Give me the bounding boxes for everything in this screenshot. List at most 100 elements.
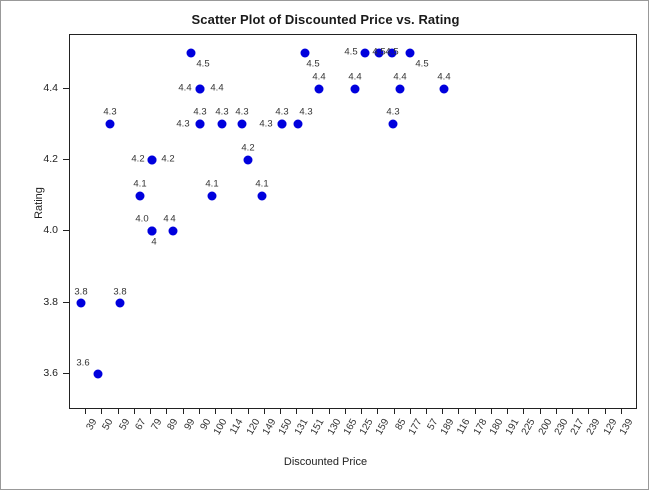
- point-value-label: 3.8: [74, 286, 88, 298]
- x-tick-mark: [182, 409, 184, 414]
- scatter-point[interactable]: [93, 369, 103, 379]
- point-value-label: 4.5: [372, 46, 386, 58]
- point-value-label: 4.2: [131, 153, 145, 165]
- y-tick-mark: [63, 159, 69, 160]
- point-value-label: 4.2: [241, 142, 255, 154]
- point-value-label: 4.3: [215, 106, 229, 118]
- point-value-label: 4.3: [386, 106, 400, 118]
- x-tick-mark: [474, 409, 476, 414]
- scatter-point[interactable]: [277, 119, 287, 129]
- point-value-label: 4.3: [235, 106, 249, 118]
- x-tick-mark: [539, 409, 541, 414]
- scatter-point[interactable]: [76, 298, 86, 308]
- x-tick-mark: [588, 409, 590, 414]
- x-tick-mark: [393, 409, 395, 414]
- x-tick-mark: [133, 409, 135, 414]
- x-tick-mark: [458, 409, 460, 414]
- scatter-point[interactable]: [237, 119, 247, 129]
- scatter-point[interactable]: [217, 119, 227, 129]
- scatter-point[interactable]: [300, 48, 310, 58]
- point-value-label: 4.5: [415, 58, 429, 70]
- point-value-label: 4.3: [299, 106, 313, 118]
- x-tick-mark: [279, 409, 281, 414]
- x-tick-mark: [344, 409, 346, 414]
- scatter-point[interactable]: [243, 155, 253, 165]
- point-value-label: 4.4: [393, 71, 407, 83]
- point-value-label: 4.5: [196, 58, 210, 70]
- scatter-point[interactable]: [195, 119, 205, 129]
- point-value-label: 4.2: [161, 153, 175, 165]
- x-tick-mark: [198, 409, 200, 414]
- scatter-point[interactable]: [115, 298, 125, 308]
- x-tick-mark: [247, 409, 249, 414]
- x-tick-mark: [555, 409, 557, 414]
- point-value-label: 4.1: [255, 178, 269, 190]
- y-tick-mark: [63, 230, 69, 232]
- point-value-label: 4.1: [133, 178, 147, 190]
- x-tick-mark: [409, 409, 411, 414]
- scatter-point[interactable]: [350, 84, 360, 94]
- point-value-label: 4.0: [135, 213, 149, 225]
- chart-title: Scatter Plot of Discounted Price vs. Rat…: [191, 12, 460, 27]
- x-tick-mark: [166, 409, 168, 414]
- y-tick-label: 4.0: [43, 224, 58, 237]
- point-value-label: 4.3: [259, 118, 273, 130]
- y-tick-mark: [63, 87, 69, 89]
- y-tick-mark: [63, 373, 69, 375]
- point-value-label: 4.4: [178, 82, 192, 94]
- scatter-point[interactable]: [195, 84, 205, 94]
- x-tick-mark: [101, 409, 103, 414]
- x-tick-mark: [150, 409, 152, 414]
- point-value-label: 4.3: [176, 118, 190, 130]
- point-value-label: 4.5: [344, 46, 358, 58]
- point-value-label: 4.3: [193, 106, 207, 118]
- plot-area: 3.8 3.6 3.8 4.1 4.0 4 4 4 4.3 4.3 4.3 4.4 4.4 4.5 4.1 4…: [69, 34, 637, 409]
- x-tick-mark: [117, 409, 119, 414]
- x-tick-mark: [312, 409, 314, 414]
- scatter-points-layer: 3.8 3.6 3.8 4.1 4.0 4 4 4 4.3 4.3 4.3 4.4 4.4 4.5 4.1 4…: [70, 35, 636, 408]
- x-tick-mark: [85, 409, 87, 414]
- y-tick-label: 3.8: [43, 295, 58, 308]
- scatter-point[interactable]: [360, 48, 370, 58]
- x-tick-mark: [361, 409, 363, 414]
- scatter-point[interactable]: [293, 119, 303, 129]
- x-tick-mark: [572, 409, 574, 414]
- scatter-point[interactable]: [374, 48, 384, 58]
- x-tick-mark: [215, 409, 217, 414]
- scatter-point[interactable]: [135, 191, 145, 201]
- x-tick-mark: [604, 409, 606, 414]
- scatter-point[interactable]: [439, 84, 449, 94]
- point-value-label: 4.3: [103, 106, 117, 118]
- point-value-label: 4: [170, 213, 176, 225]
- scatter-point[interactable]: [207, 191, 217, 201]
- scatter-point[interactable]: [405, 48, 415, 58]
- x-tick-mark: [263, 409, 265, 414]
- x-tick-mark: [507, 409, 509, 414]
- point-value-label: 4.5: [385, 46, 399, 58]
- point-value-label: 4.4: [312, 71, 326, 83]
- x-tick-mark: [328, 409, 330, 414]
- point-value-label: 3.8: [113, 286, 127, 298]
- scatter-point[interactable]: [147, 155, 157, 165]
- scatter-point[interactable]: [257, 191, 267, 201]
- scatter-point[interactable]: [147, 226, 157, 236]
- point-value-label: 4: [151, 236, 157, 248]
- x-tick-mark: [620, 409, 622, 414]
- x-axis-label: Discounted Price: [283, 456, 368, 468]
- scatter-point[interactable]: [395, 84, 405, 94]
- scatter-point[interactable]: [387, 48, 397, 58]
- scatter-point[interactable]: [314, 84, 324, 94]
- point-value-label: 4: [163, 213, 169, 225]
- scatter-point[interactable]: [105, 119, 115, 129]
- x-tick-mark: [523, 409, 525, 414]
- scatter-point[interactable]: [168, 226, 178, 236]
- point-value-label: 4.3: [275, 106, 289, 118]
- point-value-label: 3.6: [76, 357, 90, 369]
- scatter-point[interactable]: [186, 48, 196, 58]
- y-tick-label: 4.4: [43, 81, 58, 94]
- scatter-point[interactable]: [388, 119, 398, 129]
- x-tick-mark: [296, 409, 298, 414]
- point-value-label: 4.4: [437, 71, 451, 83]
- x-tick-mark: [426, 409, 428, 414]
- point-value-label: 4.1: [205, 178, 219, 190]
